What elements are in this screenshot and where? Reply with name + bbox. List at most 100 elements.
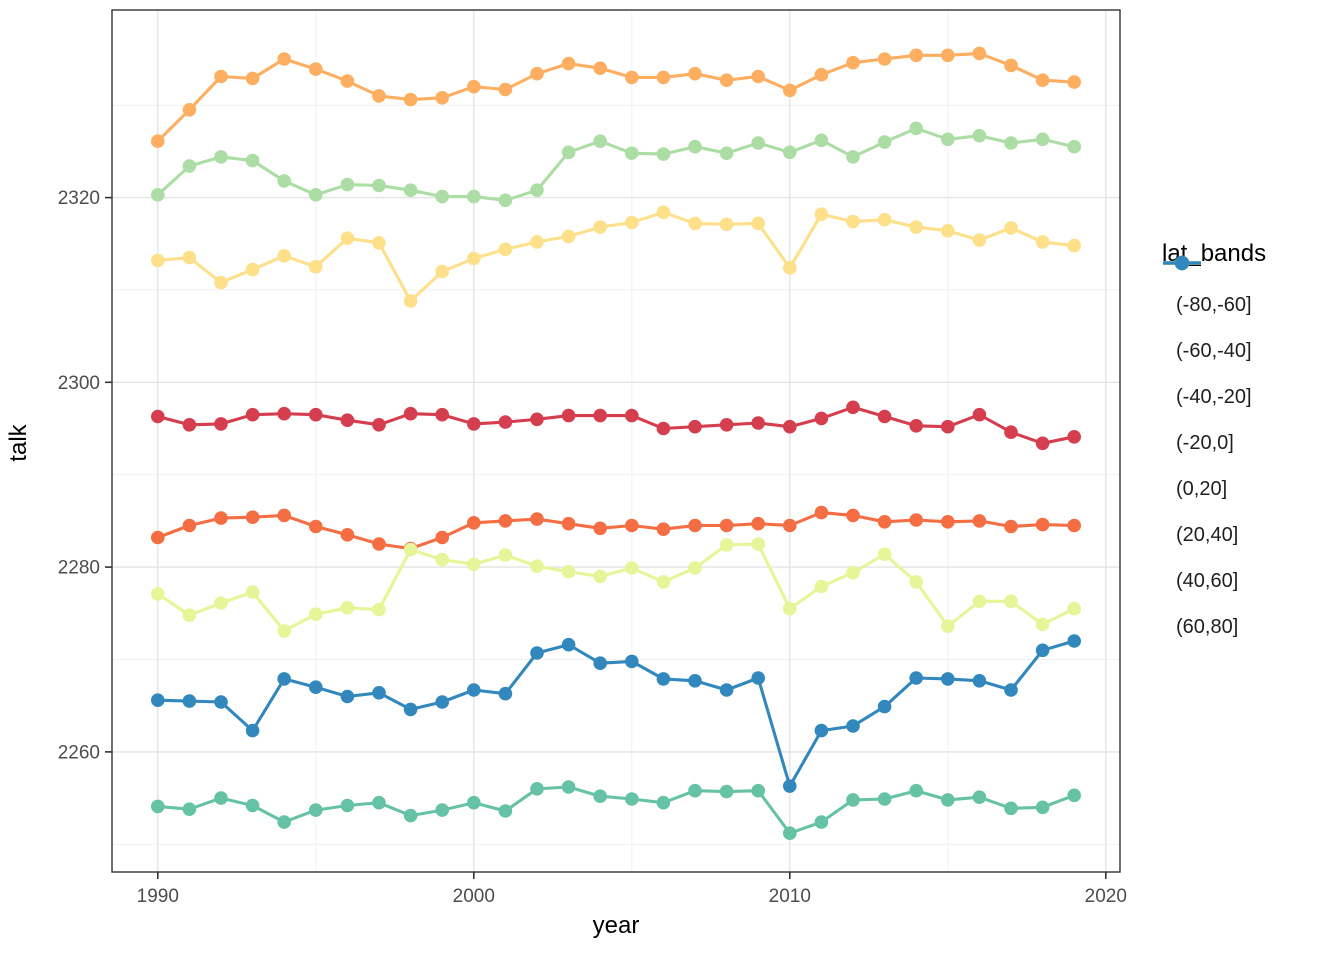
data-point <box>1004 683 1018 697</box>
data-point <box>593 61 607 75</box>
data-point <box>309 803 323 817</box>
data-point <box>151 587 165 601</box>
legend-item: (-20,0] <box>1162 255 1266 466</box>
data-point <box>751 537 765 551</box>
y-tick-label: 2260 <box>58 742 100 763</box>
data-point <box>877 52 892 66</box>
data-point <box>814 815 829 829</box>
data-point <box>403 294 418 308</box>
data-point <box>403 92 418 107</box>
data-point <box>151 134 165 148</box>
data-point <box>340 231 355 245</box>
data-point <box>277 52 292 66</box>
data-point <box>783 261 797 275</box>
data-point <box>846 55 860 70</box>
data-point <box>972 128 987 143</box>
data-point <box>751 671 765 685</box>
data-point <box>909 671 923 685</box>
legend-item-label: (20,40] <box>1176 523 1239 546</box>
data-point <box>467 795 481 810</box>
data-point <box>372 537 386 551</box>
data-point <box>625 408 639 423</box>
data-point <box>309 680 323 694</box>
y-axis-title: talk <box>5 424 32 462</box>
data-point <box>877 409 892 424</box>
data-point <box>561 516 576 531</box>
legend-item: (20,40] <box>1162 255 1266 558</box>
series-0 <box>151 400 1081 451</box>
legend-item: (0,20] <box>1162 255 1266 512</box>
data-point <box>245 723 260 738</box>
data-point <box>1004 221 1018 235</box>
data-point <box>751 216 765 231</box>
data-point <box>972 46 987 61</box>
legend-item-label: (60,80] <box>1176 615 1239 638</box>
data-point <box>182 103 197 117</box>
data-point <box>561 145 576 160</box>
data-point <box>688 561 702 575</box>
data-point <box>530 559 544 573</box>
data-point <box>498 242 513 257</box>
data-point <box>751 69 765 84</box>
data-point <box>403 406 418 421</box>
data-point <box>814 133 829 148</box>
data-point <box>372 89 386 103</box>
data-point <box>719 73 734 87</box>
data-point <box>846 214 860 229</box>
data-point <box>214 695 228 709</box>
data-point <box>467 189 481 204</box>
data-point <box>372 236 386 250</box>
data-point <box>1004 801 1018 816</box>
data-point <box>625 70 639 85</box>
data-point <box>877 135 892 149</box>
data-point <box>941 48 955 63</box>
data-point <box>719 784 734 799</box>
data-point <box>340 413 355 428</box>
y-tick-label: 2320 <box>58 188 100 209</box>
data-point <box>309 519 323 534</box>
data-point <box>972 407 987 422</box>
data-point <box>530 66 544 81</box>
data-point <box>403 183 418 197</box>
data-point <box>783 601 797 616</box>
data-point <box>530 782 544 796</box>
data-point <box>972 594 987 609</box>
data-point <box>530 235 544 249</box>
data-point <box>182 418 197 432</box>
data-point <box>625 215 639 230</box>
data-point <box>593 521 607 536</box>
legend-items: (-80,-60] (-60,-40] (-40,-20] (-20,0] (0,20]… <box>1162 255 1266 650</box>
data-point <box>909 220 923 234</box>
data-point <box>719 683 734 697</box>
data-point <box>245 153 260 168</box>
series-6 <box>151 780 1081 840</box>
data-point <box>182 608 197 622</box>
data-point <box>498 686 513 701</box>
data-point <box>561 564 576 579</box>
data-point <box>877 792 892 806</box>
data-point <box>783 419 797 434</box>
data-point <box>846 793 860 807</box>
data-point <box>530 183 544 197</box>
data-point <box>277 508 292 523</box>
data-point <box>245 262 260 277</box>
data-point <box>372 795 386 810</box>
data-point <box>1067 518 1081 533</box>
data-point <box>751 516 765 531</box>
data-point <box>403 542 418 557</box>
data-point <box>403 808 418 823</box>
data-point <box>941 793 955 807</box>
data-point <box>1067 75 1081 89</box>
data-point <box>1004 594 1018 609</box>
data-point <box>814 207 829 221</box>
series-7 <box>151 634 1081 793</box>
major-gridlines <box>112 10 1120 872</box>
data-point <box>656 672 671 686</box>
data-point <box>593 408 607 423</box>
data-point <box>593 656 607 670</box>
data-point <box>1035 643 1050 658</box>
data-point <box>498 804 513 818</box>
data-point <box>941 619 955 633</box>
data-point <box>435 91 450 105</box>
